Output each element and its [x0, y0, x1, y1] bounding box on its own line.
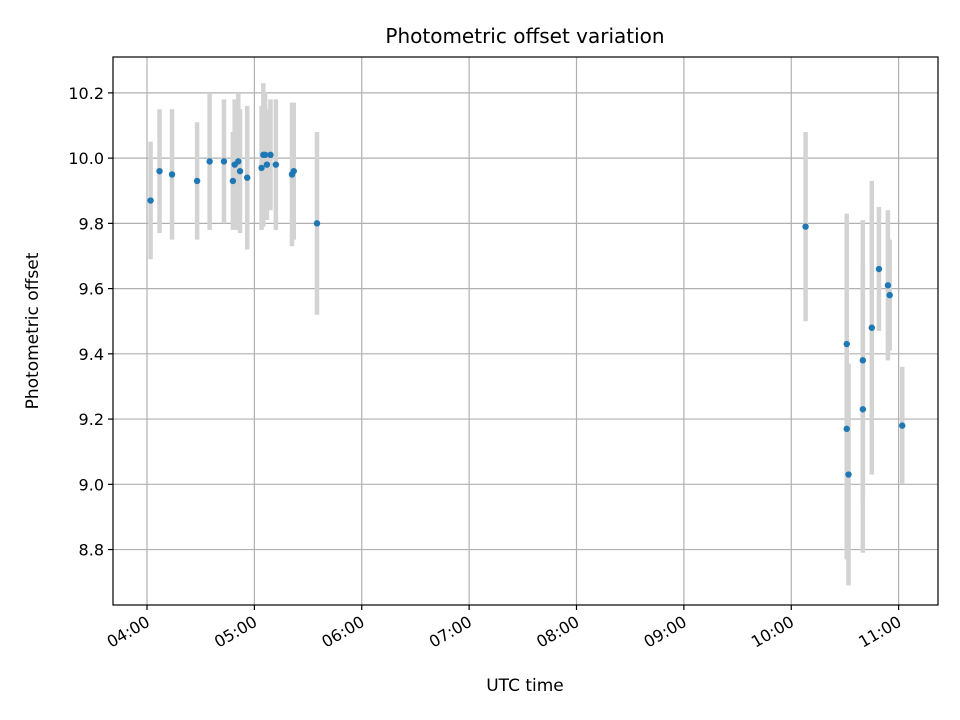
grid [113, 57, 938, 605]
plot-frame [112, 56, 939, 606]
data-point [193, 177, 201, 185]
data-point [220, 158, 228, 165]
y-tick-label: 10.2 [68, 84, 104, 103]
y-tick-label: 9.0 [79, 475, 104, 494]
data-point [236, 167, 244, 175]
data-point [147, 197, 154, 204]
data-point [875, 265, 883, 273]
data-point [884, 282, 892, 289]
data-point [229, 177, 237, 185]
data-point [843, 425, 850, 433]
data-point [272, 161, 280, 168]
y-axis-label: Photometric offset [23, 252, 43, 409]
data-points [147, 151, 906, 478]
data-point [290, 167, 297, 175]
chart-title: Photometric offset variation [385, 24, 664, 48]
data-point [261, 151, 269, 159]
x-axis-label: UTC time [486, 676, 564, 696]
data-point [859, 357, 867, 364]
data-point [868, 324, 875, 331]
data-point [267, 151, 274, 159]
y-tick-label: 9.4 [79, 345, 104, 364]
y-tick-label: 10.0 [68, 149, 104, 168]
data-point [859, 406, 867, 413]
data-point [263, 161, 271, 168]
y-tick-label: 8.8 [79, 541, 104, 560]
y-tick-label: 9.2 [79, 410, 104, 429]
data-point [313, 220, 321, 227]
data-point [206, 158, 213, 165]
y-axis: 8.8 9.0 9.2 9.4 9.6 9.8 10.0 10.2 [68, 84, 113, 560]
data-point [845, 471, 852, 478]
data-point [168, 171, 176, 178]
y-tick-label: 9.6 [79, 280, 104, 299]
data-point [843, 340, 850, 348]
data-point [258, 164, 265, 172]
data-point [899, 422, 906, 429]
data-point [244, 174, 251, 181]
data-point [156, 167, 163, 175]
data-point [802, 223, 809, 230]
data-point [235, 158, 242, 165]
y-tick-label: 9.8 [79, 214, 104, 233]
data-point [886, 291, 893, 299]
